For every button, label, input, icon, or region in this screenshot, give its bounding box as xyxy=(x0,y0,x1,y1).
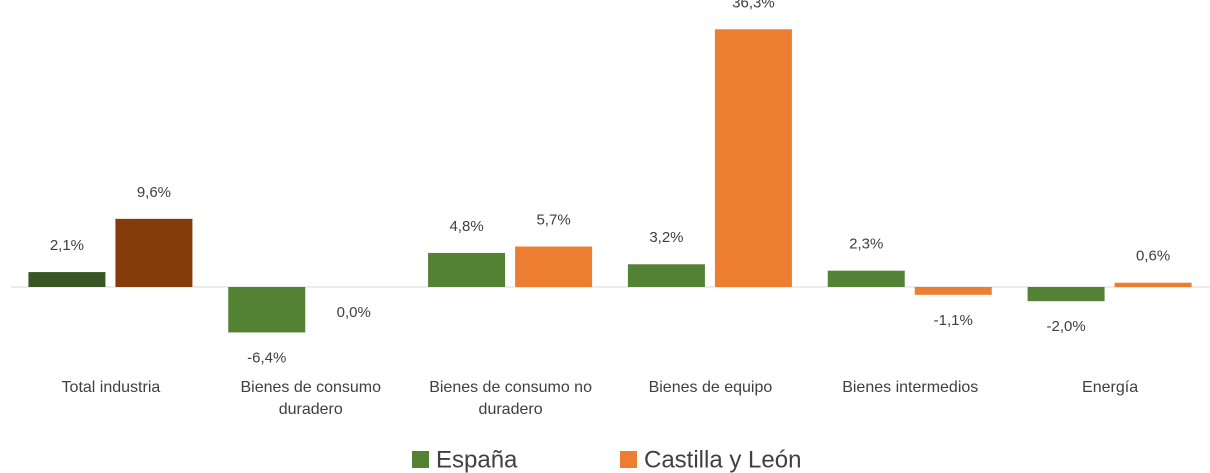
bar xyxy=(28,272,106,287)
data-label: -6,4% xyxy=(247,349,286,366)
data-label: 2,3% xyxy=(849,236,883,253)
x-tick-label: Bienes de consumo no duradero xyxy=(429,379,592,418)
bar xyxy=(1114,282,1192,287)
x-tick-label: Bienes de consumo duradero xyxy=(240,379,382,418)
legend-swatch xyxy=(620,451,637,468)
data-label: 4,8% xyxy=(449,218,483,235)
legend-text: Castilla y León xyxy=(644,446,801,473)
data-label: 5,7% xyxy=(536,211,570,228)
bar xyxy=(914,287,992,295)
bar xyxy=(827,270,905,287)
x-tick-label: Total industria xyxy=(61,379,161,396)
data-label: 0,6% xyxy=(1136,248,1170,265)
data-label: 3,2% xyxy=(649,229,683,246)
x-tick-label: Bienes intermedios xyxy=(842,379,979,396)
x-tick-label: Energía xyxy=(1082,379,1139,396)
bar xyxy=(115,218,193,287)
data-label: -1,1% xyxy=(934,312,973,329)
bar xyxy=(228,287,306,333)
data-label: 0,0% xyxy=(337,304,371,321)
data-label: -2,0% xyxy=(1046,318,1085,335)
legend-swatch xyxy=(412,451,429,468)
bar xyxy=(627,264,705,287)
bar xyxy=(515,246,593,287)
data-label: 36,3% xyxy=(732,0,775,11)
data-label: 2,1% xyxy=(50,237,84,254)
bar xyxy=(1027,287,1105,302)
legend-text: España xyxy=(436,446,518,473)
data-label: 9,6% xyxy=(137,184,171,201)
bar xyxy=(428,252,506,287)
x-tick-label: Bienes de equipo xyxy=(648,379,773,396)
bar xyxy=(714,29,792,288)
